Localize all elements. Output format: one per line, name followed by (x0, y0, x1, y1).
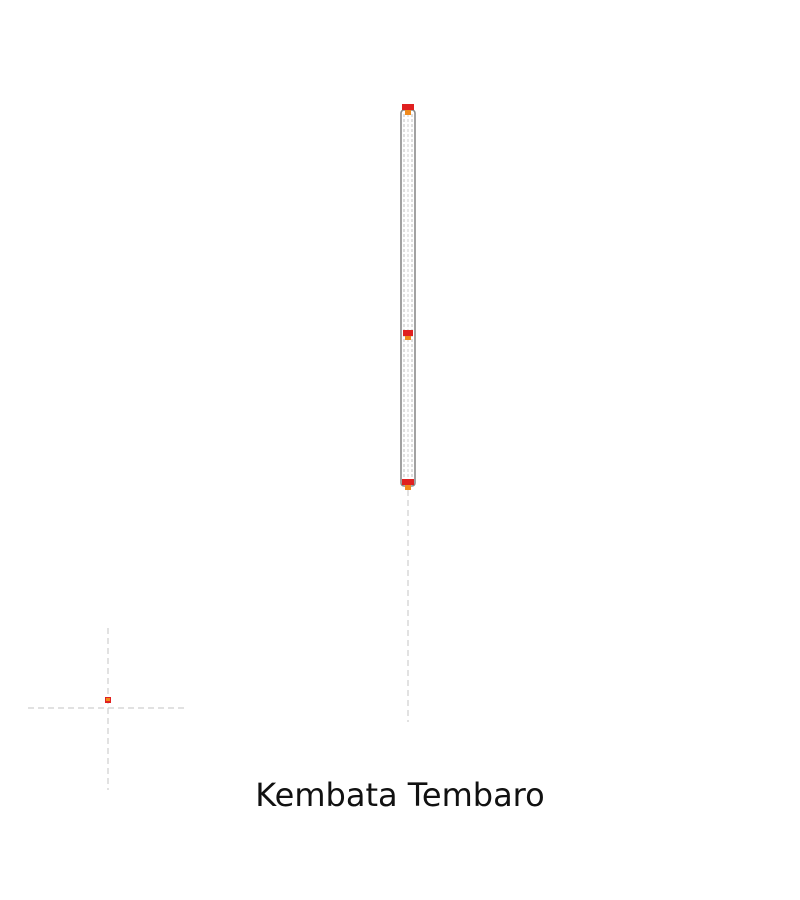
bottom-marker-icon (402, 479, 414, 490)
top-marker-icon (402, 104, 414, 115)
crosshair-guide (28, 628, 188, 790)
elongated-shape (400, 109, 416, 487)
crosshair-marker-icon (105, 697, 111, 703)
middle-marker-icon (403, 330, 413, 340)
diagram-title: Kembata Tembaro (255, 776, 545, 814)
